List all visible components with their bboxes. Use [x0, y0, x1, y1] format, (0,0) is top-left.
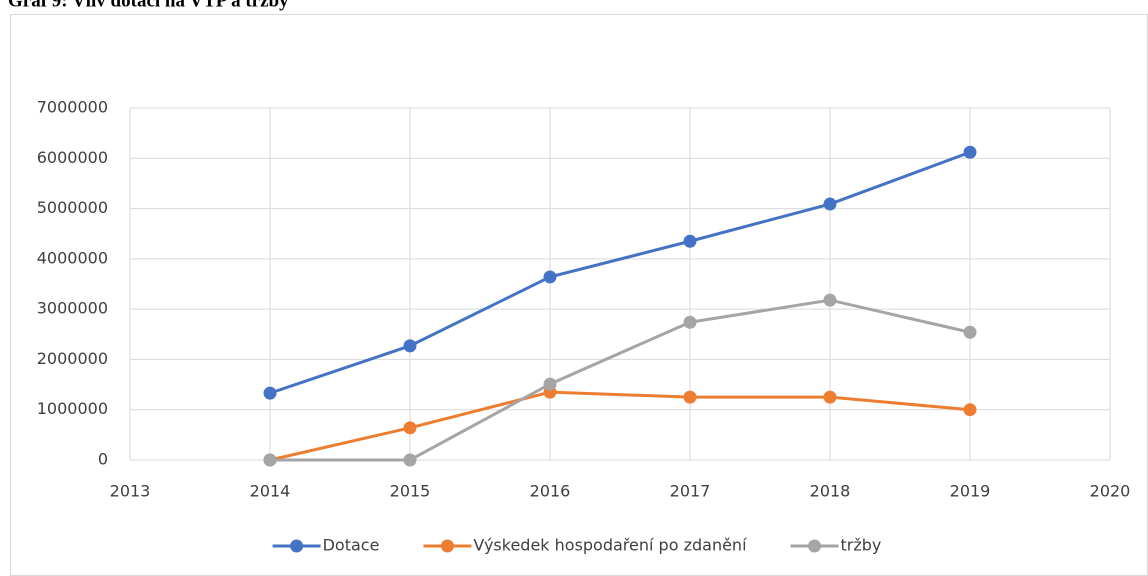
legend-marker [290, 539, 304, 553]
y-tick-label: 3000000 [37, 299, 108, 318]
x-tick-label: 2013 [110, 482, 151, 501]
series-line [270, 298, 971, 462]
legend-marker [440, 539, 454, 553]
y-tick-label: 2000000 [37, 349, 108, 368]
data-point [263, 386, 277, 400]
legend-label: tržby [841, 536, 882, 555]
y-tick-label: 6000000 [37, 148, 108, 167]
data-point [823, 390, 837, 404]
x-tick-label: 2017 [670, 482, 711, 501]
y-tick-label: 5000000 [37, 198, 108, 217]
data-point [683, 390, 697, 404]
data-point [403, 339, 417, 353]
data-point [963, 403, 977, 417]
y-tick-label: 0 [98, 450, 108, 469]
data-point [263, 453, 277, 467]
chart-title: Graf 9: Vliv dotací na VTP a tržby [8, 0, 289, 11]
x-tick-label: 2015 [390, 482, 431, 501]
legend-label: Dotace [323, 536, 380, 555]
x-tick-label: 2016 [530, 482, 571, 501]
data-point [543, 377, 557, 391]
x-tick-label: 2020 [1090, 482, 1131, 501]
x-tick-label: 2014 [250, 482, 291, 501]
y-tick-label: 1000000 [37, 399, 108, 418]
data-point [683, 234, 697, 248]
data-point [403, 453, 417, 467]
y-tick-label: 7000000 [37, 98, 108, 117]
data-point [683, 315, 697, 329]
legend-label: Výskedek hospodaření po zdanění [473, 536, 747, 555]
data-point [823, 293, 837, 307]
data-point [403, 421, 417, 435]
series-line [269, 150, 971, 395]
data-point [963, 325, 977, 339]
y-tick-label: 4000000 [37, 248, 108, 267]
x-tick-label: 2018 [810, 482, 851, 501]
x-tick-label: 2019 [950, 482, 991, 501]
data-point [823, 197, 837, 211]
series-line [269, 390, 971, 462]
data-point [963, 145, 977, 159]
data-point [543, 270, 557, 284]
legend-marker [808, 539, 822, 553]
